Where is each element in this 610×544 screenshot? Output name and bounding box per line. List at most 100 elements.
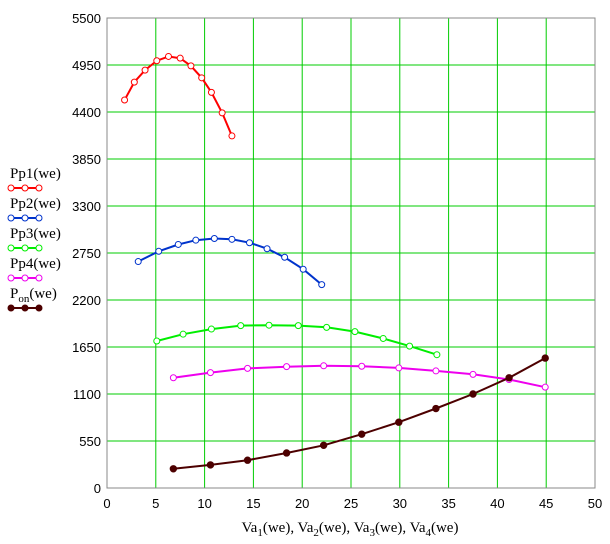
legend-marker [21,274,29,282]
legend-marker [35,214,43,222]
data-point [282,449,291,457]
data-point [187,62,195,70]
data-point [228,235,236,243]
data-point [228,132,236,140]
legend: Pp1(we) Pp2(we) Pp3(we) Pp4(we) Pon(we) [7,166,61,312]
plot-frame [106,17,596,489]
data-point [155,247,163,255]
data-point [281,253,289,261]
series-line [173,364,546,389]
legend-entry: Pp3(we) [7,226,61,252]
legend-label: Pp1(we) [10,166,61,182]
data-point [153,57,161,65]
legend-marker [7,304,15,312]
data-point [469,390,477,398]
data-point [319,441,328,449]
data-point [243,456,252,464]
data-point [505,374,513,382]
data-point [134,258,142,266]
data-point [244,364,252,372]
data-point [323,323,331,331]
y-tick-label: 4950 [72,58,101,73]
x-tick-label: 20 [295,496,309,511]
series-pp1 [121,52,236,140]
data-point [164,52,172,60]
x-tick-label: 30 [393,496,407,511]
data-point [207,88,215,96]
data-point [153,337,161,345]
legend-marker [35,304,43,312]
data-point [395,364,403,372]
data-point [179,330,187,338]
data-point [206,369,214,377]
y-tick-label: 550 [79,434,101,449]
data-point [121,96,129,104]
data-point [198,74,206,82]
legend-marker [7,184,15,192]
data-point [379,334,387,342]
data-point [245,239,253,247]
x-tick-label: 5 [152,496,159,511]
legend-marker [7,274,15,282]
series-pp2 [134,234,326,289]
legend-marker [21,304,29,312]
series-group [121,52,549,473]
legend-marker [21,244,29,252]
legend-label: Pp4(we) [10,256,61,272]
chart-grid [107,18,595,488]
legend-entry: Pp4(we) [7,256,61,282]
x-tick-label: 35 [441,496,455,511]
y-tick-label: 0 [94,481,101,496]
x-tick-label: 0 [103,496,110,511]
series-line [173,357,546,470]
x-axis-label: Va1(we), Va2(we), Va3(we), Va4(we) [242,520,459,539]
data-point [169,465,178,473]
y-tick-label: 5500 [72,11,101,26]
x-tick-label: 50 [588,496,602,511]
series-pon [169,354,549,473]
data-point [283,363,291,371]
legend-entry: Pp1(we) [7,166,61,192]
series-line [137,237,323,286]
data-point [318,281,326,289]
data-point [294,322,302,330]
data-point [299,265,307,273]
data-point [541,383,549,391]
data-point [141,66,149,74]
x-tick-label: 10 [197,496,211,511]
y-tick-label: 1100 [73,387,101,402]
legend-entry: Pon(we) [7,286,57,312]
series-line [156,324,438,356]
y-tick-label: 3850 [72,152,101,167]
x-tick-label: 45 [539,496,553,511]
data-point [169,374,177,382]
data-point [207,325,215,333]
legend-marker [7,244,15,252]
y-tick-label: 4400 [72,105,101,120]
legend-marker [35,274,43,282]
legend-marker [7,214,15,222]
plot-border [106,17,596,489]
x-tick-label: 40 [490,496,504,511]
legend-label: Pp2(we) [10,196,61,212]
data-point [541,354,549,362]
data-point [358,430,366,438]
data-point [406,342,414,350]
legend-label: Pp3(we) [10,226,61,242]
y-tick-label: 2200 [72,293,101,308]
data-point [469,370,477,378]
x-tick-label: 15 [246,496,260,511]
y-tick-label: 3300 [72,199,101,214]
data-point [432,367,440,375]
data-point [351,328,359,336]
series-pp4 [169,362,549,391]
series-pp3 [153,321,441,359]
series-line [123,55,233,137]
data-point [210,234,218,242]
legend-marker [35,244,43,252]
data-point [174,240,182,248]
data-point [237,322,245,330]
data-point [263,245,271,253]
data-point [218,109,226,117]
